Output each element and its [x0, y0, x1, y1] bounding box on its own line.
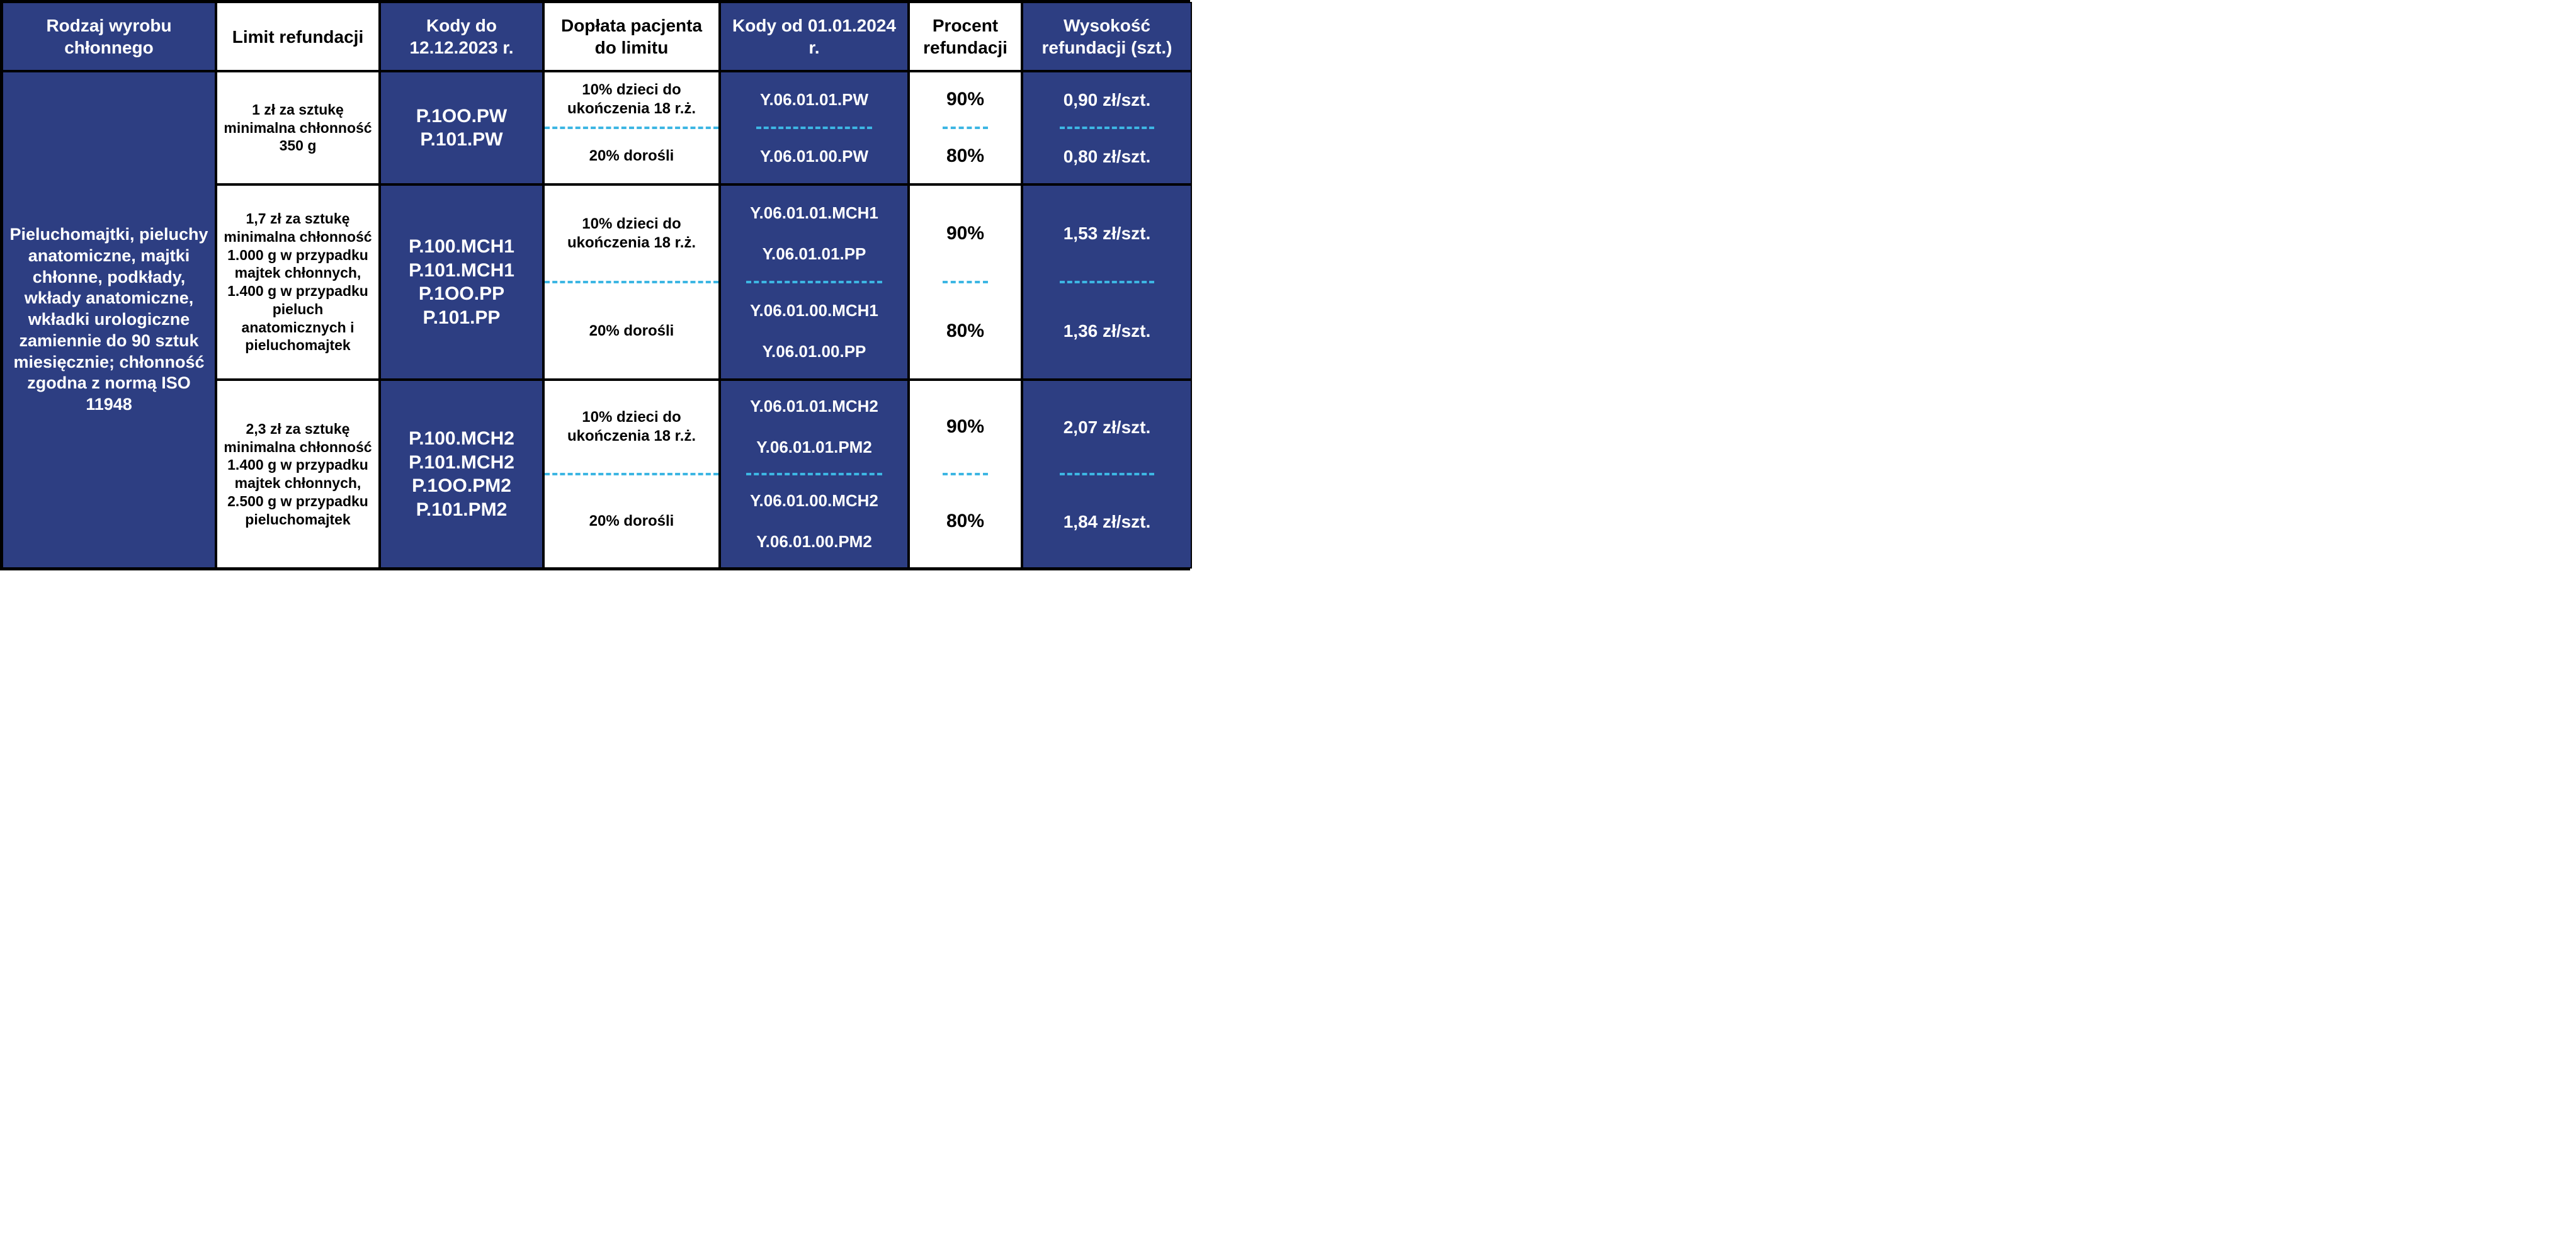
code-old: P.1OO.PP	[419, 282, 504, 306]
code-new: Y.06.01.00.MCH1	[750, 300, 878, 321]
codes-new-adults: Y.06.01.00.MCH1 Y.06.01.00.PP	[746, 283, 882, 378]
cell-copay: 10% dzieci do ukończenia 18 r.ż. 20% dor…	[543, 184, 720, 380]
codes-new-children: Y.06.01.01.MCH1 Y.06.01.01.PP	[746, 186, 882, 283]
copay-adults: 20% dorośli	[586, 129, 678, 183]
cell-codes-old: P.100.MCH1 P.101.MCH1 P.1OO.PP P.101.PP	[380, 184, 543, 380]
code-new: Y.06.01.01.PP	[750, 244, 878, 264]
th-limit: Limit refundacji	[216, 2, 380, 71]
code-new: Y.06.01.01.PW	[760, 89, 868, 110]
code-old: P.101.PW	[420, 128, 502, 152]
cell-limit: 2,3 zł za sztukę minimalna chłonność 1.4…	[216, 380, 380, 569]
th-refund-pct: Procent refundacji	[909, 2, 1022, 71]
copay-children: 10% dzieci do ukończenia 18 r.ż.	[545, 381, 718, 475]
cell-limit: 1 zł za sztukę minimalna chłonność 350 g	[216, 71, 380, 184]
cell-codes-new: Y.06.01.01.MCH1 Y.06.01.01.PP Y.06.01.00…	[720, 184, 909, 380]
code-old: P.1OO.PM2	[412, 474, 511, 498]
code-new: Y.06.01.00.PP	[750, 341, 878, 362]
code-old: P.100.MCH2	[409, 427, 514, 451]
th-product-type: Rodzaj wyrobu chłonnego	[2, 2, 216, 71]
codes-new-children: Y.06.01.01.MCH2 Y.06.01.01.PM2	[746, 381, 882, 475]
refund-amt-adults: 1,84 zł/szt.	[1060, 475, 1155, 567]
th-refund-amt: Wysokość refundacji (szt.)	[1022, 2, 1192, 71]
cell-refund-amt: 1,53 zł/szt. 1,36 zł/szt.	[1022, 184, 1192, 380]
cell-codes-new: Y.06.01.01.PW Y.06.01.00.PW	[720, 71, 909, 184]
code-old: P.101.PP	[423, 306, 501, 330]
refund-amt-children: 1,53 zł/szt.	[1060, 186, 1155, 283]
refund-pct-adults: 80%	[943, 283, 988, 378]
codes-new-children: Y.06.01.01.PW	[756, 72, 872, 129]
code-old: P.101.PM2	[416, 498, 508, 522]
code-new: Y.06.01.00.PW	[760, 146, 868, 167]
refund-amt-children: 0,90 zł/szt.	[1060, 72, 1155, 129]
code-old: P.100.MCH1	[409, 235, 514, 259]
cell-copay: 10% dzieci do ukończenia 18 r.ż. 20% dor…	[543, 71, 720, 184]
cell-codes-old: P.100.MCH2 P.101.MCH2 P.1OO.PM2 P.101.PM…	[380, 380, 543, 569]
cell-codes-old: P.1OO.PW P.101.PW	[380, 71, 543, 184]
codes-new-adults: Y.06.01.00.PW	[756, 129, 872, 183]
code-new: Y.06.01.00.MCH2	[750, 490, 878, 511]
cell-codes-new: Y.06.01.01.MCH2 Y.06.01.01.PM2 Y.06.01.0…	[720, 380, 909, 569]
th-patient-copay: Dopłata pacjenta do limitu	[543, 2, 720, 71]
refund-pct-adults: 80%	[943, 129, 988, 183]
refund-pct-children: 90%	[943, 381, 988, 475]
copay-adults: 20% dorośli	[586, 283, 678, 378]
refund-table: Rodzaj wyrobu chłonnego Limit refundacji…	[0, 0, 1190, 570]
cell-refund-pct: 90% 80%	[909, 71, 1022, 184]
cell-refund-pct: 90% 80%	[909, 380, 1022, 569]
copay-children: 10% dzieci do ukończenia 18 r.ż.	[545, 72, 718, 129]
code-old: P.101.MCH2	[409, 451, 514, 475]
copay-adults: 20% dorośli	[586, 475, 678, 567]
cell-refund-amt: 0,90 zł/szt. 0,80 zł/szt.	[1022, 71, 1192, 184]
code-old: P.101.MCH1	[409, 259, 514, 283]
cell-refund-amt: 2,07 zł/szt. 1,84 zł/szt.	[1022, 380, 1192, 569]
code-new: Y.06.01.01.MCH1	[750, 203, 878, 224]
th-codes-old: Kody do 12.12.2023 r.	[380, 2, 543, 71]
refund-pct-children: 90%	[943, 186, 988, 283]
th-codes-new: Kody od 01.01.2024 r.	[720, 2, 909, 71]
refund-pct-children: 90%	[943, 72, 988, 129]
code-new: Y.06.01.01.PM2	[750, 437, 878, 458]
code-new: Y.06.01.00.PM2	[750, 531, 878, 552]
refund-amt-adults: 0,80 zł/szt.	[1060, 129, 1155, 183]
cell-copay: 10% dzieci do ukończenia 18 r.ż. 20% dor…	[543, 380, 720, 569]
refund-amt-adults: 1,36 zł/szt.	[1060, 283, 1155, 378]
refund-pct-adults: 80%	[943, 475, 988, 567]
codes-new-adults: Y.06.01.00.MCH2 Y.06.01.00.PM2	[746, 475, 882, 567]
refund-amt-children: 2,07 zł/szt.	[1060, 381, 1155, 475]
copay-children: 10% dzieci do ukończenia 18 r.ż.	[545, 186, 718, 283]
cell-product-type: Pieluchomajtki, pieluchy anatomiczne, ma…	[2, 71, 216, 569]
cell-refund-pct: 90% 80%	[909, 184, 1022, 380]
code-old: P.1OO.PW	[416, 105, 508, 128]
code-new: Y.06.01.01.MCH2	[750, 396, 878, 417]
cell-limit: 1,7 zł za sztukę minimalna chłonność 1.0…	[216, 184, 380, 380]
